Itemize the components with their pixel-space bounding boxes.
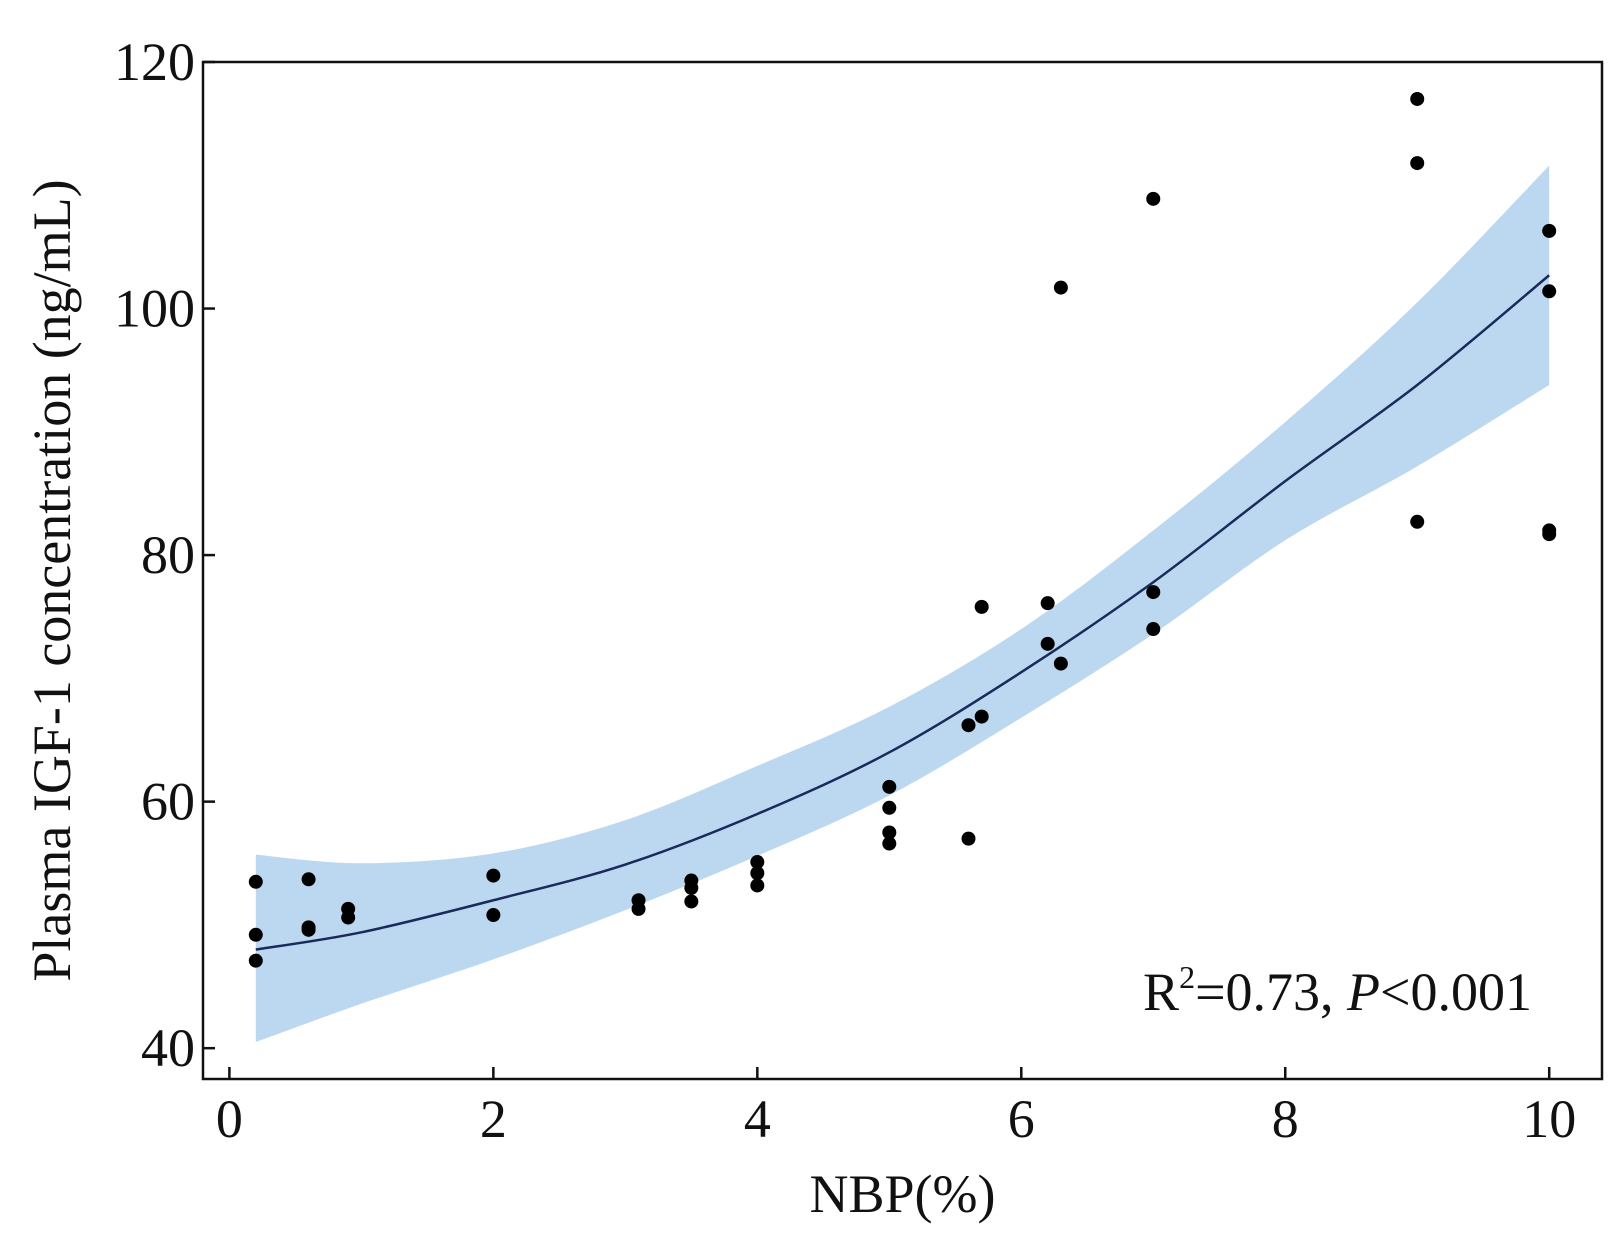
- data-point: [248, 953, 263, 968]
- data-point: [1542, 527, 1557, 542]
- x-axis-ticks: 0 2 4 6 8 10: [216, 1067, 1576, 1149]
- data-point: [248, 874, 263, 889]
- data-point: [882, 800, 897, 815]
- y-tick-label: 100: [114, 279, 195, 339]
- data-point: [1040, 636, 1055, 651]
- stats-annotation: R2=0.73, P<0.001: [1143, 959, 1532, 1022]
- data-point: [961, 718, 976, 733]
- x-tick-label: 6: [1008, 1089, 1035, 1149]
- ci-band: [255, 165, 1550, 1043]
- x-tick-label: 4: [744, 1089, 771, 1149]
- r-value: =0.73,: [1195, 962, 1347, 1022]
- fit-curve: [255, 274, 1551, 951]
- data-point: [1542, 223, 1557, 238]
- data-point: [750, 878, 765, 893]
- y-tick-label: 40: [141, 1018, 195, 1078]
- data-point: [486, 868, 501, 883]
- r-label: R: [1143, 962, 1179, 1022]
- x-tick-label: 2: [480, 1089, 507, 1149]
- data-point: [882, 779, 897, 794]
- data-point: [1053, 280, 1068, 295]
- p-label: P: [1346, 962, 1380, 1022]
- r-superscript: 2: [1179, 959, 1195, 995]
- x-axis-title: NBP(%): [810, 1164, 996, 1224]
- x-tick-label: 10: [1522, 1089, 1576, 1149]
- data-point: [684, 894, 699, 909]
- y-axis-ticks: 40 60 80 100 120: [114, 32, 215, 1078]
- data-point: [1410, 156, 1425, 171]
- ci-band-layer: [255, 165, 1550, 1043]
- data-point: [341, 910, 356, 925]
- data-point: [974, 599, 989, 614]
- data-point: [1542, 284, 1557, 299]
- data-point: [1410, 91, 1425, 106]
- data-point: [486, 908, 501, 923]
- data-point: [631, 901, 646, 916]
- data-point: [974, 709, 989, 724]
- data-point: [1146, 585, 1161, 600]
- y-tick-label: 60: [141, 772, 195, 832]
- data-point: [1040, 596, 1055, 611]
- data-point: [882, 836, 897, 851]
- x-tick-label: 8: [1272, 1089, 1299, 1149]
- scatter-points-layer: [248, 91, 1557, 968]
- data-point: [750, 855, 765, 870]
- plot-frame: [201, 60, 1604, 1081]
- data-point: [1146, 191, 1161, 206]
- fit-curve-layer: [255, 274, 1551, 951]
- data-point: [248, 927, 263, 942]
- data-point: [1410, 514, 1425, 529]
- data-point: [882, 825, 897, 840]
- data-point: [961, 831, 976, 846]
- data-point: [301, 922, 316, 937]
- data-point: [1053, 656, 1068, 671]
- data-point: [684, 880, 699, 895]
- data-point: [1146, 622, 1161, 637]
- p-value: <0.001: [1380, 962, 1532, 1022]
- data-point: [301, 872, 316, 887]
- x-tick-label: 0: [216, 1089, 243, 1149]
- y-tick-label: 80: [141, 525, 195, 585]
- data-point: [750, 866, 765, 881]
- y-axis-title: Plasma IGF-1 concentration (ng/mL): [22, 179, 82, 981]
- y-tick-label: 120: [114, 32, 195, 92]
